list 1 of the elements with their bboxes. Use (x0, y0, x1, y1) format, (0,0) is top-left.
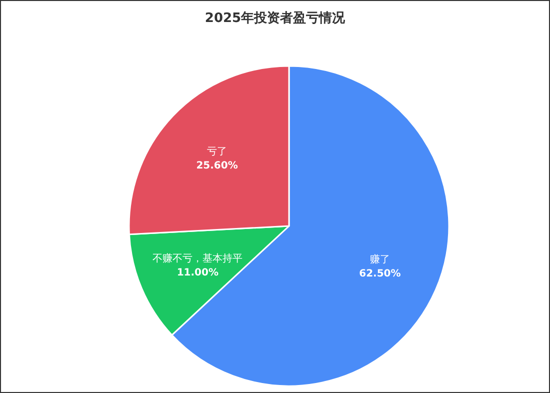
title: 2025年投资者盈亏情况 (204, 11, 346, 26)
